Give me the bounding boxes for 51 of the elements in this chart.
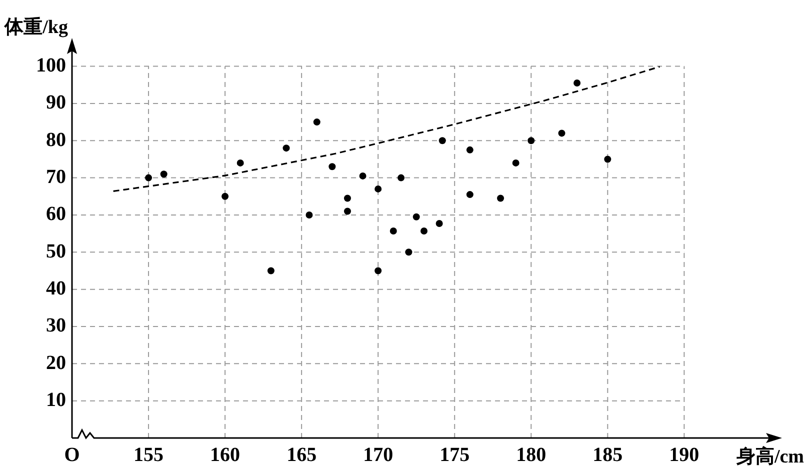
point xyxy=(145,174,152,182)
x-tick-label: 180 xyxy=(516,444,546,466)
y-tick-label: 30 xyxy=(46,314,66,337)
y-tick-label: 40 xyxy=(46,277,66,300)
x-tick-label: 160 xyxy=(210,444,240,466)
point xyxy=(306,211,313,218)
y-tick-label: 90 xyxy=(46,92,66,114)
point xyxy=(436,220,443,228)
point xyxy=(267,267,274,274)
point xyxy=(160,170,168,178)
x-tick-label: 165 xyxy=(286,444,317,466)
x-tick-label: 170 xyxy=(363,444,394,466)
point xyxy=(282,144,290,152)
point xyxy=(466,146,474,154)
x-tick-label: 190 xyxy=(669,444,700,466)
x-tick-label: 155 xyxy=(134,444,164,466)
x-tick-label: 175 xyxy=(440,444,470,466)
y-tick-label: 10 xyxy=(46,389,66,411)
point xyxy=(497,194,504,202)
x-tick-label: 185 xyxy=(592,444,623,466)
point xyxy=(374,267,382,274)
point xyxy=(374,185,382,192)
point xyxy=(438,137,446,144)
point xyxy=(412,213,420,220)
point xyxy=(528,137,535,144)
y-tick-label: 100 xyxy=(36,54,66,76)
point xyxy=(466,191,474,198)
y-tick-label: 60 xyxy=(46,203,66,226)
y-tick-label: 20 xyxy=(46,352,66,374)
point xyxy=(359,172,366,180)
point xyxy=(405,248,412,256)
point xyxy=(390,227,397,234)
point xyxy=(313,118,320,126)
point xyxy=(222,192,229,200)
point xyxy=(344,194,351,202)
y-tick-label: 50 xyxy=(46,240,66,262)
y-axis-title: 体重/kg xyxy=(4,16,68,38)
point xyxy=(558,130,566,137)
point xyxy=(398,174,405,182)
y-tick-label: 80 xyxy=(46,128,66,151)
point xyxy=(512,159,520,166)
point xyxy=(236,159,244,166)
point xyxy=(344,208,351,215)
y-tick-label: 70 xyxy=(46,166,66,188)
x-axis-title: 身高/cm xyxy=(735,445,804,468)
point xyxy=(328,163,336,170)
point xyxy=(574,80,581,87)
point xyxy=(604,156,612,163)
point xyxy=(420,227,428,234)
x-tick-label: O xyxy=(64,444,80,466)
line-series xyxy=(112,66,660,192)
